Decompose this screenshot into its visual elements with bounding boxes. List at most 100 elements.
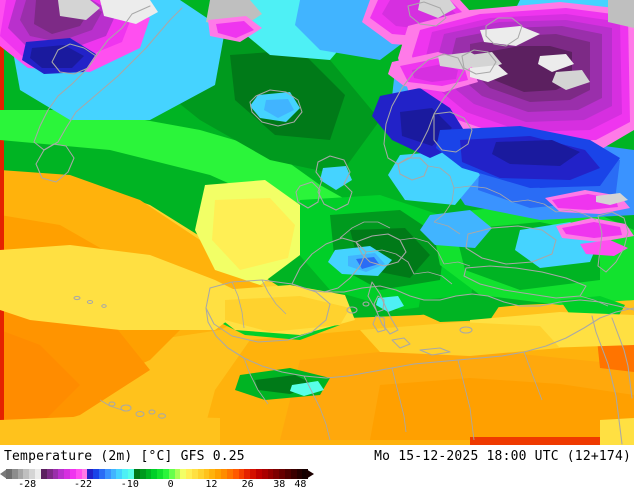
colorbar-ticks: -28 -22 -10 0 12 26 38 48 <box>6 479 308 490</box>
field-magenta-caucasus3 <box>580 240 628 256</box>
colorbar-swatch <box>192 469 198 479</box>
colorbar-tick-label: 26 <box>241 479 254 490</box>
colorbar-swatch <box>23 469 30 479</box>
field-white-novaya1 <box>480 26 540 46</box>
colorbar-gradient[interactable] <box>6 469 309 479</box>
colorbar-swatch <box>180 469 187 479</box>
colorbar-swatch <box>226 469 233 479</box>
colorbar-swatch <box>174 469 181 479</box>
field-white-arctic-ne <box>608 0 634 28</box>
colorbar-swatch <box>244 469 251 479</box>
field-white-scandmtn-ice <box>438 52 484 70</box>
colorbar-swatch <box>128 469 134 479</box>
colorbar-swatch <box>203 469 210 479</box>
colorbar-swatch <box>139 469 146 479</box>
colorbar-swatch <box>238 469 245 479</box>
colorbar-swatch <box>35 469 41 479</box>
colorbar-swatch <box>209 469 216 479</box>
field-atlantic-orange4 <box>0 330 80 445</box>
field-yellow-medS <box>360 322 560 356</box>
colorbar-swatch <box>52 469 59 479</box>
field-sahara-core3 <box>370 378 634 440</box>
colorbar-swatch <box>133 469 140 479</box>
colorbar-swatch <box>110 469 117 479</box>
field-magenta-caucasus2 <box>562 222 622 238</box>
field-deepblue-greenland <box>30 45 84 68</box>
colorbar-swatch <box>290 469 297 479</box>
colorbar-swatch <box>58 469 65 479</box>
colorbar-swatch <box>168 469 175 479</box>
colorbar-swatch <box>232 469 239 479</box>
colorbar[interactable]: -28 -22 -10 0 12 26 38 48 <box>0 469 316 490</box>
field-white-novaya4 <box>552 70 590 90</box>
colorbar-swatch <box>87 469 94 479</box>
colorbar-swatch <box>145 469 152 479</box>
canary-islands <box>109 402 166 418</box>
field-cyan-atlas-lake <box>290 381 324 396</box>
colorbar-swatch <box>122 469 129 479</box>
field-white-greenland-ice2 <box>100 0 158 24</box>
valid-time-stamp: Mo 15-12-2025 18:00 UTC (12+174) <box>374 449 631 464</box>
field-yellow-se <box>600 418 634 445</box>
colorbar-tick-label: 48 <box>294 479 307 490</box>
field-yellow-france <box>212 198 295 270</box>
colorbar-swatch <box>267 469 274 479</box>
colorbar-tick-label: 0 <box>167 479 174 490</box>
colorbar-swatch <box>29 469 36 479</box>
map-canvas <box>0 0 634 445</box>
colorbar-tick-label: -28 <box>18 479 37 490</box>
field-magenta-scandmtn2 <box>412 64 458 82</box>
field-white-greenland-ice <box>58 0 100 20</box>
mediterranean-islands <box>347 296 472 355</box>
field-white-scandmtn-ice2 <box>470 65 508 82</box>
colorbar-swatch <box>279 469 285 479</box>
colorbar-swatch <box>104 469 111 479</box>
field-magenta-denmark-strait <box>216 21 254 38</box>
colorbar-tick-label: 12 <box>205 479 218 490</box>
product-title: Temperature (2m) [°C] GFS 0.25 <box>4 449 245 464</box>
field-yellow-iberia2 <box>225 296 350 332</box>
field-deepblue-russia-core2 <box>492 140 580 166</box>
field-green-balkan-s <box>418 295 500 322</box>
field-left-edge-hot <box>0 0 4 445</box>
colorbar-swatch <box>157 469 163 479</box>
field-sahel-hot <box>470 437 634 445</box>
field-cyan-iceland2 <box>264 99 294 118</box>
azores-islands <box>74 296 106 307</box>
field-white-novaya3 <box>538 54 574 72</box>
colorbar-swatch <box>46 469 53 479</box>
colorbar-swatch <box>151 469 158 479</box>
colorbar-swatch <box>81 469 88 479</box>
field-white-svalbard-ice <box>418 0 456 18</box>
colorbar-tick-label: 38 <box>273 479 286 490</box>
field-blue-ukraine <box>420 210 492 248</box>
colorbar-swatch <box>11 469 18 479</box>
colorbar-swatch <box>302 469 309 479</box>
colorbar-swatch <box>296 469 303 479</box>
colorbar-swatch <box>261 469 268 479</box>
field-blue-alps-core <box>356 257 379 269</box>
colorbar-swatch <box>6 469 12 479</box>
colorbar-swatch <box>255 469 262 479</box>
colorbar-swatch <box>250 469 256 479</box>
colorbar-swatch <box>93 469 99 479</box>
colorbar-swatch <box>215 469 222 479</box>
temperature-map[interactable] <box>0 0 634 445</box>
colorbar-swatch <box>99 469 105 479</box>
field-white-caucasus-ice <box>596 193 628 205</box>
colorbar-low-arrow-icon <box>0 469 7 479</box>
colorbar-swatch <box>273 469 280 479</box>
colorbar-swatch <box>40 469 47 479</box>
colorbar-swatch <box>75 469 82 479</box>
colorbar-swatch <box>17 469 24 479</box>
colorbar-swatch <box>186 469 192 479</box>
colorbar-tick-label: -10 <box>120 479 139 490</box>
colorbar-high-arrow-icon <box>306 469 314 479</box>
legend-footer: Temperature (2m) [°C] GFS 0.25 Mo 15-12-… <box>0 445 634 490</box>
colorbar-swatch <box>197 469 204 479</box>
colorbar-swatch <box>64 469 70 479</box>
colorbar-swatch <box>116 469 123 479</box>
field-yellow-sw <box>0 415 220 445</box>
colorbar-swatch <box>162 469 169 479</box>
